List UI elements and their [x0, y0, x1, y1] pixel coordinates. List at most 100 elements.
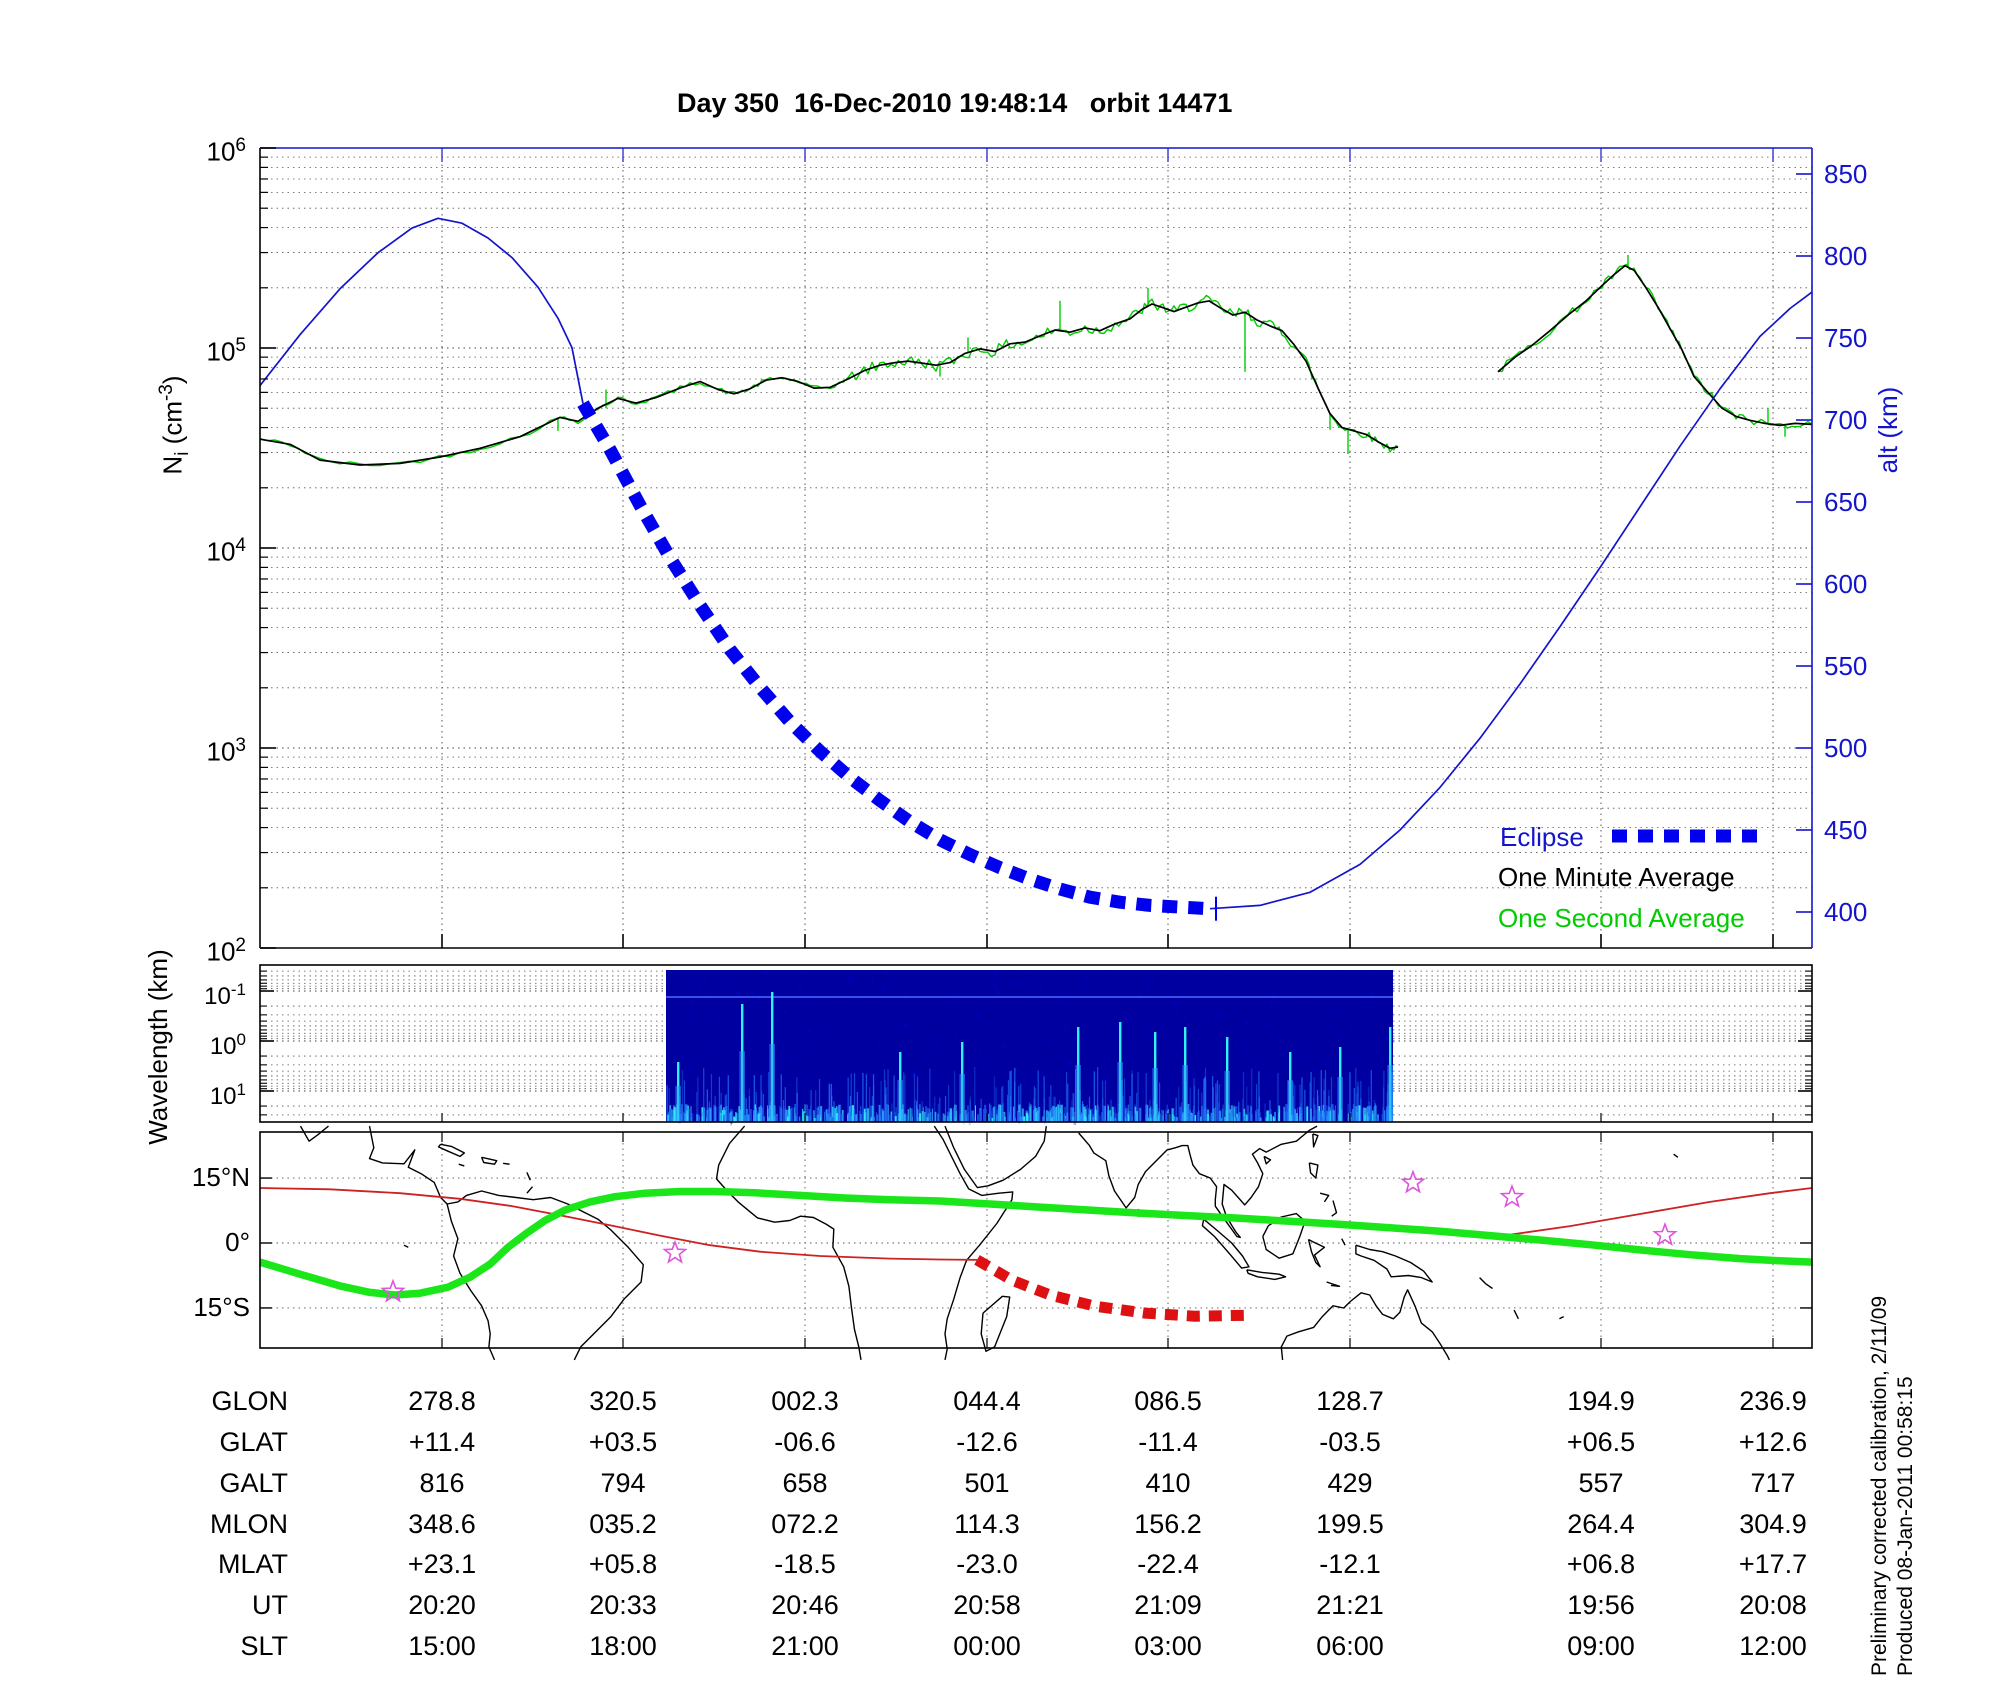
legend-second-avg-label: One Second Average: [1498, 903, 1745, 933]
table-cell: 278.8: [408, 1386, 476, 1416]
table-cell: 06:00: [1316, 1631, 1384, 1661]
table-cell: 20:20: [408, 1590, 476, 1620]
table-cell: 20:08: [1739, 1590, 1807, 1620]
table-cell: +12.6: [1738, 1427, 1808, 1457]
map-latitude-tick-label: 15°S: [193, 1291, 250, 1322]
page-title: Day 350 16-Dec-2010 19:48:14 orbit 14471: [677, 88, 1233, 118]
table-row-label-ut: UT: [252, 1590, 288, 1620]
table-cell: +23.1: [407, 1549, 477, 1579]
footer-produced-note: Produced 08-Jan-2011 00:58:15: [1894, 1376, 1917, 1676]
table-cell: +11.4: [408, 1427, 476, 1457]
one-minute-average-curve: [259, 264, 1813, 466]
table-cell: 348.6: [408, 1509, 476, 1539]
table-cell: 044.4: [953, 1386, 1021, 1416]
coastlines: [299, 1125, 1679, 1361]
table-cell: 320.5: [589, 1386, 657, 1416]
table-cell: 12:00: [1739, 1631, 1807, 1661]
density-axis-tick-label: 102: [206, 935, 247, 967]
table-cell: +17.7: [1738, 1549, 1808, 1579]
table-cell: -18.5: [774, 1549, 836, 1579]
altitude-axis-tick-label: 700: [1824, 405, 1868, 435]
table-cell: 072.2: [771, 1509, 839, 1539]
density-axis-tick-label: 106: [206, 135, 247, 167]
wavelength-axis-tick-label: 101: [209, 1080, 246, 1110]
wavelength-axis-tick-label: 100: [209, 1030, 246, 1060]
table-cell: 199.5: [1316, 1509, 1384, 1539]
altitude-axis-tick-label: 500: [1824, 733, 1868, 763]
table-cell: 194.9: [1567, 1386, 1635, 1416]
top-panel-frame: [259, 147, 1813, 949]
table-cell: 156.2: [1134, 1509, 1202, 1539]
eclipse-dashed-curve: [577, 400, 1217, 921]
table-row-label-slt: SLT: [240, 1631, 288, 1661]
table-row-label-glon: GLON: [211, 1386, 288, 1416]
table-cell: 20:33: [589, 1590, 657, 1620]
ground-station-stars: [380, 1169, 1678, 1303]
table-cell: +03.5: [588, 1427, 658, 1457]
table-cell: 410: [1145, 1468, 1191, 1498]
map-latitude-tick-label: 15°N: [191, 1162, 250, 1193]
altitude-axis-tick-label: 850: [1824, 159, 1868, 189]
table-row-label-mlat: MLAT: [217, 1549, 288, 1579]
table-cell: 717: [1750, 1468, 1796, 1498]
table-cell: 20:58: [953, 1590, 1021, 1620]
table-cell: 429: [1327, 1468, 1373, 1498]
table-cell: +06.8: [1566, 1549, 1636, 1579]
legend-eclipse-label: Eclipse: [1500, 822, 1584, 852]
table-cell: 086.5: [1134, 1386, 1202, 1416]
altitude-axis-tick-label: 450: [1824, 815, 1868, 845]
density-axis-tick-label: 105: [206, 335, 247, 367]
table-cell: 128.7: [1316, 1386, 1384, 1416]
footer-calibration-note: Preliminary corrected calibration, 2/11/…: [1868, 1295, 1891, 1676]
altitude-axis-tick-label: 650: [1824, 487, 1868, 517]
eclipse-ground-track-red: [259, 1187, 1813, 1322]
table-cell: 264.4: [1567, 1509, 1635, 1539]
altitude-axis-tick-label: 750: [1824, 323, 1868, 353]
table-cell: 035.2: [589, 1509, 657, 1539]
altitude-axis-tick-label: 550: [1824, 651, 1868, 681]
spectrogram-data-block: [666, 970, 1395, 1126]
table-cell: -06.6: [774, 1427, 836, 1457]
table-row-label-mlon: MLON: [209, 1509, 288, 1539]
table-cell: -03.5: [1319, 1427, 1381, 1457]
table-cell: 658: [782, 1468, 828, 1498]
table-cell: 236.9: [1739, 1386, 1807, 1416]
table-cell: +05.8: [588, 1549, 658, 1579]
table-cell: -23.0: [956, 1549, 1018, 1579]
table-row-label-galt: GALT: [219, 1468, 288, 1498]
altitude-curve: [259, 217, 1813, 910]
wavelength-axis-tick-label: 10-1: [204, 980, 246, 1010]
table-cell: 00:00: [953, 1631, 1021, 1661]
table-cell: -12.6: [956, 1427, 1018, 1457]
table-cell: -11.4: [1138, 1427, 1198, 1457]
table-cell: 21:21: [1316, 1590, 1384, 1620]
map-latitude-tick-label: 0°: [225, 1227, 250, 1257]
legend-minute-avg-label: One Minute Average: [1498, 862, 1735, 892]
table-cell: 20:46: [771, 1590, 839, 1620]
table-cell: 03:00: [1134, 1631, 1202, 1661]
table-cell: 09:00: [1567, 1631, 1635, 1661]
one-second-average-curve: [259, 254, 1813, 467]
top-panel-grid: [260, 148, 1812, 948]
table-row-label-glat: GLAT: [219, 1427, 288, 1457]
table-cell: 18:00: [589, 1631, 657, 1661]
table-cell: 21:09: [1134, 1590, 1202, 1620]
table-cell: 794: [600, 1468, 646, 1498]
ground-track-green: [258, 1187, 1813, 1299]
table-cell: 114.3: [954, 1509, 1020, 1539]
altitude-axis-tick-label: 600: [1824, 569, 1868, 599]
table-cell: -12.1: [1319, 1549, 1381, 1579]
table-cell: 002.3: [771, 1386, 839, 1416]
table-cell: 21:00: [771, 1631, 839, 1661]
table-cell: 501: [964, 1468, 1010, 1498]
table-cell: 304.9: [1739, 1509, 1807, 1539]
altitude-axis-tick-label: 400: [1824, 897, 1868, 927]
spectrogram-frame: [259, 964, 1813, 1123]
table-cell: -22.4: [1137, 1549, 1199, 1579]
density-axis-tick-label: 104: [206, 535, 247, 567]
table-cell: 557: [1578, 1468, 1624, 1498]
density-axis-tick-label: 103: [206, 735, 247, 767]
altitude-axis-tick-label: 800: [1824, 241, 1868, 271]
